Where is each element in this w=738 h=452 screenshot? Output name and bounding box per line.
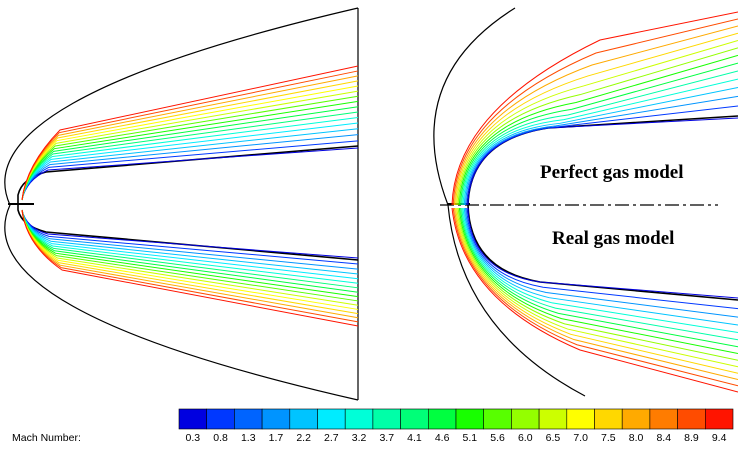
colorbar-swatch <box>289 408 318 430</box>
mach-contour-line <box>456 207 738 368</box>
mach-contour-line <box>461 70 738 206</box>
colorbar-title: Mach Number: <box>12 432 81 444</box>
colorbar-swatch <box>317 408 346 430</box>
colorbar-tick-label: 3.2 <box>352 432 367 444</box>
perfect-gas-label: Perfect gas model <box>540 162 684 183</box>
mach-contour-line <box>460 207 738 348</box>
mach-contour-line <box>21 65 359 201</box>
colorbar-tick-label: 5.1 <box>463 432 478 444</box>
colorbar-tick-label: 0.3 <box>186 432 201 444</box>
mach-contour-line <box>21 147 359 201</box>
colorbar-swatch <box>427 408 457 430</box>
colorbar-swatch <box>704 408 734 430</box>
mach-contour-line <box>460 62 738 206</box>
mach-contour-line <box>457 47 738 206</box>
colorbar-tick-label: 7.0 <box>573 432 588 444</box>
colorbar-swatch <box>483 408 512 430</box>
colorbar-swatch <box>206 408 235 430</box>
mach-contour-line <box>21 111 359 201</box>
mach-contour-line <box>21 106 359 201</box>
mach-contour-line <box>21 209 359 315</box>
mach-contour-line <box>21 134 359 201</box>
colorbar-swatch <box>566 408 595 430</box>
colorbar-tick-label: 4.1 <box>407 432 422 444</box>
mach-contour-line <box>452 18 738 206</box>
left-panel <box>4 7 359 401</box>
colorbar-tick-label: 5.6 <box>490 432 505 444</box>
colorbar-tick-label: 8.0 <box>629 432 644 444</box>
real-gas-label: Real gas model <box>552 228 674 249</box>
colorbar-swatch <box>649 408 678 430</box>
colorbar-tick-label: 4.6 <box>435 432 450 444</box>
mach-contour-line <box>458 54 738 206</box>
colorbar-tick-label: 2.7 <box>324 432 339 444</box>
mach-contour-line <box>463 87 738 206</box>
mach-contour-line <box>457 207 738 361</box>
mach-contour-line <box>462 78 738 206</box>
mach-contour-line <box>456 39 738 206</box>
colorbar-swatch <box>344 408 374 430</box>
colorbar-swatch <box>400 408 429 430</box>
colorbar-swatch <box>621 408 651 430</box>
left-mach-contours <box>21 65 359 327</box>
colorbar-swatch <box>677 408 706 430</box>
left-outer-shock-boundary <box>4 7 359 401</box>
colorbar-swatch <box>234 408 263 430</box>
colorbar-swatch <box>594 408 623 430</box>
colorbar-swatch <box>538 408 568 430</box>
right-outer-boundary <box>433 7 586 397</box>
mach-contour-line <box>461 207 738 341</box>
colorbar-tick-label: 1.3 <box>241 432 256 444</box>
colorbar-swatch <box>372 408 401 430</box>
mach-contour-line <box>452 207 738 387</box>
colorbar-tick-label: 7.5 <box>601 432 616 444</box>
mach-contour-line <box>458 207 738 355</box>
colorbar-tick-label: 3.7 <box>379 432 394 444</box>
right-mach-contours <box>451 11 738 393</box>
mach-contour-line <box>465 207 738 318</box>
right-panel <box>433 7 738 397</box>
colorbar-tick-label: 9.4 <box>712 432 727 444</box>
colorbar-tick-label: 6.0 <box>518 432 533 444</box>
colorbar-tick-label: 0.8 <box>213 432 228 444</box>
mach-contour-line <box>462 207 738 334</box>
mach-contour-line <box>466 207 738 310</box>
colorbar-swatch <box>178 408 208 430</box>
mach-contour-line <box>453 25 738 206</box>
mach-contour-line <box>466 105 738 206</box>
colorbar-swatch <box>261 408 291 430</box>
mach-contour-line <box>465 95 738 206</box>
mach-contour-line <box>451 207 738 393</box>
mach-contour-line <box>455 32 738 206</box>
colorbar-tick-label: 6.5 <box>546 432 561 444</box>
mach-contour-line <box>455 207 738 374</box>
mach-contour-line <box>453 207 738 381</box>
mach-contour-line <box>467 207 738 299</box>
colorbar-tick-label: 8.4 <box>656 432 671 444</box>
mach-contour-line <box>21 209 359 327</box>
colorbar-tick-label: 8.9 <box>684 432 699 444</box>
mach-contour-line <box>451 11 738 206</box>
mach-colorbar: 0.3 0.8 1.3 1.7 2.2 2.7 3.2 3.7 4.1 4.6 5.1 5.6 6.0 6… <box>178 408 734 444</box>
colorbar-swatch <box>455 408 485 430</box>
right-body-surface <box>467 115 738 301</box>
colorbar-tick-label: 1.7 <box>269 432 284 444</box>
colorbar-tick-label: 2.2 <box>296 432 311 444</box>
colorbar-swatch <box>511 408 540 430</box>
mach-contour-line <box>463 207 738 326</box>
